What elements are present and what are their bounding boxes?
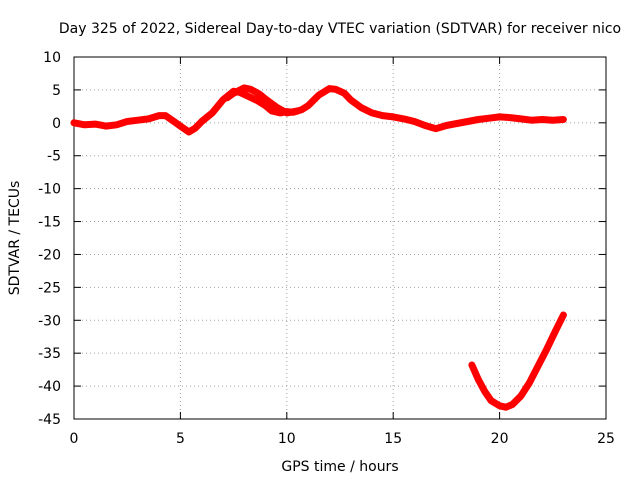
x-tick-label: 10 bbox=[278, 431, 296, 447]
y-tick-label: -20 bbox=[38, 247, 61, 263]
grid-layer bbox=[74, 57, 606, 419]
chart-title: Day 325 of 2022, Sidereal Day-to-day VTE… bbox=[59, 21, 621, 37]
series-line-2 bbox=[223, 84, 301, 117]
y-axis-label: SDTVAR / TECUs bbox=[7, 181, 23, 296]
y-tick-label: 0 bbox=[52, 116, 61, 132]
x-axis-ticks: 0 5 10 15 20 25 bbox=[70, 57, 615, 447]
x-tick-label: 0 bbox=[70, 431, 79, 447]
y-tick-label: -45 bbox=[38, 412, 61, 428]
y-tick-label: -35 bbox=[38, 346, 61, 362]
y-tick-label: -40 bbox=[38, 379, 61, 395]
series-line-1 bbox=[70, 85, 567, 136]
y-tick-label: -25 bbox=[38, 280, 61, 296]
y-tick-label: 10 bbox=[43, 50, 61, 66]
y-tick-label: -15 bbox=[38, 215, 61, 231]
y-tick-label: -5 bbox=[47, 149, 61, 165]
x-axis-label: GPS time / hours bbox=[281, 459, 398, 475]
x-tick-label: 20 bbox=[491, 431, 509, 447]
x-tick-label: 15 bbox=[384, 431, 402, 447]
x-tick-label: 5 bbox=[176, 431, 185, 447]
y-tick-label: 5 bbox=[52, 83, 61, 99]
y-tick-label: -30 bbox=[38, 313, 61, 329]
series-line-3 bbox=[468, 311, 567, 411]
series-layer bbox=[70, 84, 567, 411]
y-axis-ticks: 10 5 0 -5 -10 -15 -20 -25 -30 -35 -40 -45 bbox=[38, 50, 606, 428]
x-tick-label: 25 bbox=[597, 431, 615, 447]
plot-frame bbox=[73, 56, 607, 420]
y-tick-label: -10 bbox=[38, 182, 61, 198]
